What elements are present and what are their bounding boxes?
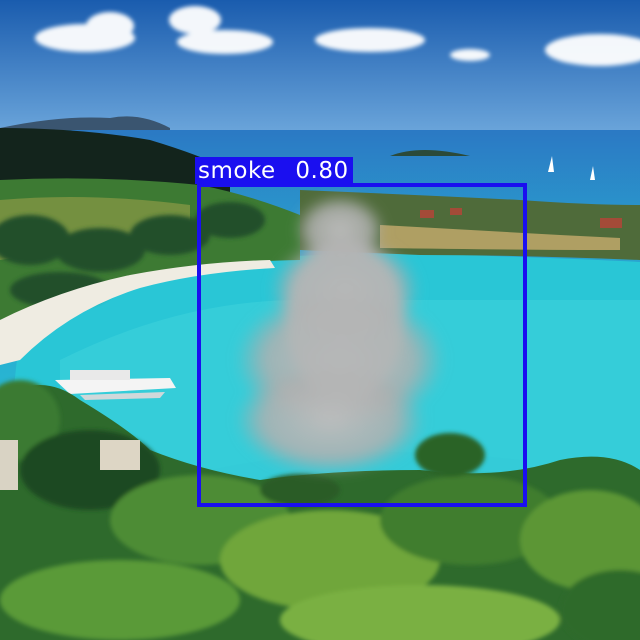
detection-bounding-box [197, 183, 527, 507]
boats [55, 370, 176, 400]
detection-class-label: smoke [198, 158, 276, 184]
palm-canopy [0, 202, 265, 308]
detection-label: smoke 0.80 [195, 157, 353, 184]
beach [0, 260, 275, 365]
clouds [35, 6, 640, 66]
foreground-foliage [0, 380, 640, 640]
small-island [390, 150, 470, 156]
smoke-plume [235, 195, 445, 475]
detection-confidence: 0.80 [295, 158, 349, 184]
